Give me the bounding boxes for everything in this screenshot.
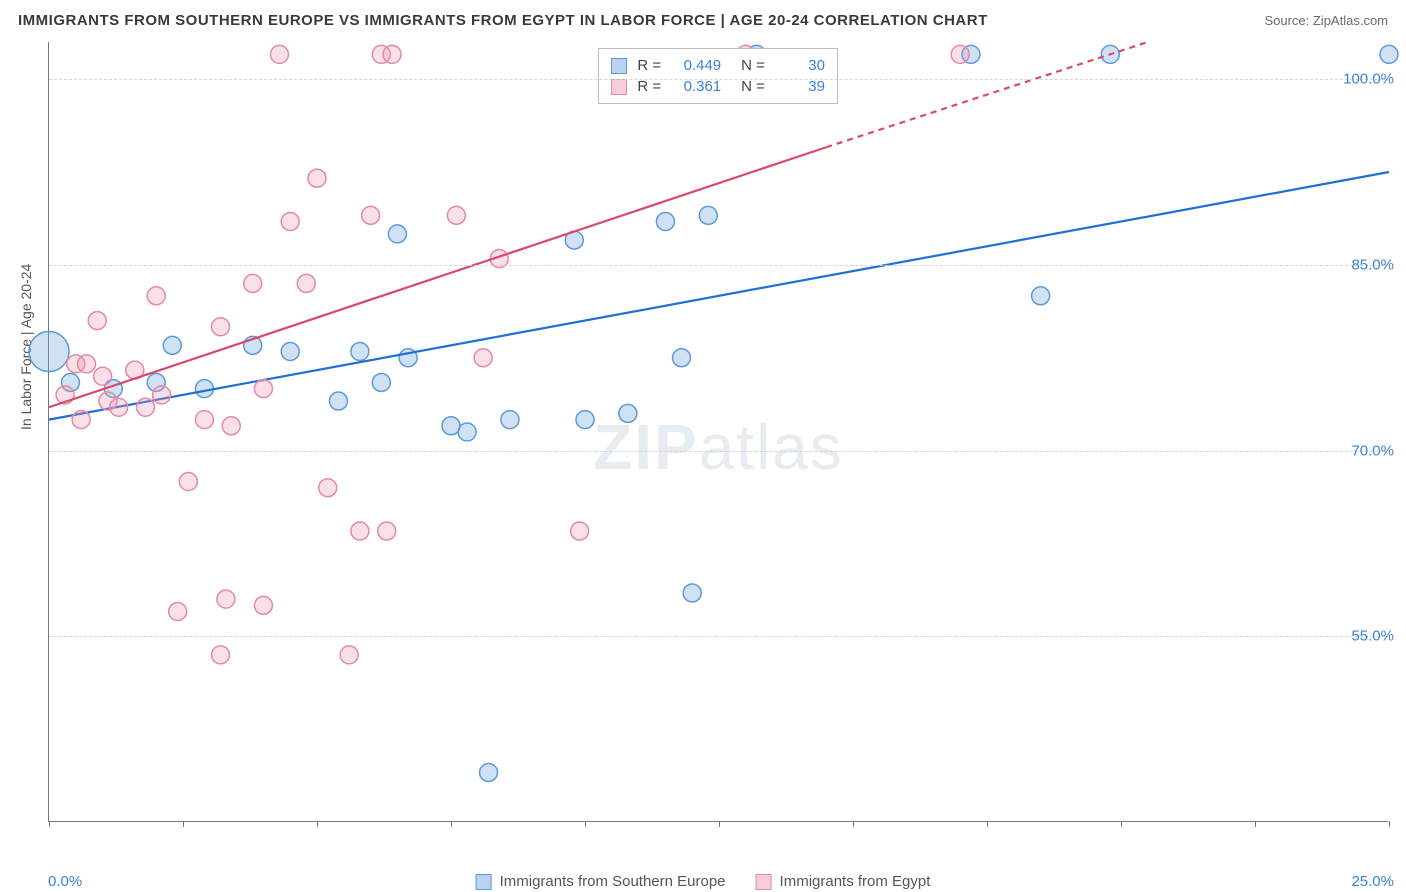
- series-legend: Immigrants from Southern Europe Immigrant…: [476, 873, 931, 890]
- data-point: [351, 522, 369, 540]
- data-point: [254, 380, 272, 398]
- data-point: [29, 332, 69, 372]
- data-point: [442, 417, 460, 435]
- data-point: [281, 343, 299, 361]
- data-point: [480, 763, 498, 781]
- gridline-h: [49, 79, 1388, 80]
- legend-item: Immigrants from Southern Europe: [476, 873, 726, 890]
- data-point: [319, 479, 337, 497]
- legend-n-label: N =: [741, 78, 765, 95]
- data-point: [329, 392, 347, 410]
- data-point: [163, 336, 181, 354]
- data-point: [244, 274, 262, 292]
- data-point: [672, 349, 690, 367]
- data-point: [378, 522, 396, 540]
- data-point: [78, 355, 96, 373]
- data-point: [222, 417, 240, 435]
- gridline-h: [49, 636, 1388, 637]
- data-point: [458, 423, 476, 441]
- gridline-h: [49, 451, 1388, 452]
- x-tick: [451, 821, 452, 827]
- data-point: [362, 206, 380, 224]
- legend-r-label: R =: [637, 57, 661, 74]
- legend-n-value: 39: [775, 78, 825, 95]
- data-point: [501, 411, 519, 429]
- data-point: [270, 45, 288, 63]
- data-point: [571, 522, 589, 540]
- trend-line-extrapolated: [826, 42, 1148, 147]
- legend-label: Immigrants from Southern Europe: [500, 873, 726, 890]
- x-tick: [1121, 821, 1122, 827]
- trend-line: [49, 172, 1389, 420]
- data-point: [656, 213, 674, 231]
- data-point: [153, 386, 171, 404]
- source-label: Source: ZipAtlas.com: [1264, 13, 1388, 28]
- trend-line: [49, 147, 826, 407]
- x-tick: [49, 821, 50, 827]
- data-point: [169, 603, 187, 621]
- data-point: [1032, 287, 1050, 305]
- data-point: [217, 590, 235, 608]
- legend-swatch: [611, 58, 627, 74]
- y-tick-label: 100.0%: [1343, 71, 1394, 88]
- data-point: [474, 349, 492, 367]
- data-point: [383, 45, 401, 63]
- data-point: [88, 312, 106, 330]
- x-tick: [1255, 821, 1256, 827]
- correlation-legend: R = 0.449 N = 30 R = 0.361 N = 39: [598, 48, 838, 104]
- data-point: [372, 373, 390, 391]
- x-tick: [317, 821, 318, 827]
- data-point: [447, 206, 465, 224]
- legend-item: Immigrants from Egypt: [756, 873, 931, 890]
- x-tick: [585, 821, 586, 827]
- data-point: [308, 169, 326, 187]
- data-point: [619, 404, 637, 422]
- data-point: [576, 411, 594, 429]
- y-tick-label: 70.0%: [1351, 442, 1394, 459]
- data-point: [195, 411, 213, 429]
- gridline-h: [49, 265, 1388, 266]
- data-point: [179, 473, 197, 491]
- legend-r-label: R =: [637, 78, 661, 95]
- data-point: [254, 596, 272, 614]
- y-tick-label: 85.0%: [1351, 256, 1394, 273]
- data-point: [110, 398, 128, 416]
- x-tick-max: 25.0%: [1351, 873, 1394, 890]
- chart-plot-area: ZIPatlas R = 0.449 N = 30 R = 0.361 N = …: [48, 42, 1388, 822]
- scatter-svg: [49, 42, 1388, 821]
- data-point: [297, 274, 315, 292]
- data-point: [351, 343, 369, 361]
- data-point: [388, 225, 406, 243]
- x-tick: [719, 821, 720, 827]
- legend-row: R = 0.449 N = 30: [611, 55, 825, 76]
- x-tick: [183, 821, 184, 827]
- x-tick: [987, 821, 988, 827]
- legend-label: Immigrants from Egypt: [780, 873, 931, 890]
- data-point: [136, 398, 154, 416]
- chart-title: IMMIGRANTS FROM SOUTHERN EUROPE VS IMMIG…: [18, 12, 988, 29]
- data-point: [147, 287, 165, 305]
- legend-r-value: 0.449: [671, 57, 721, 74]
- data-point: [1380, 45, 1398, 63]
- data-point: [72, 411, 90, 429]
- legend-n-label: N =: [741, 57, 765, 74]
- legend-r-value: 0.361: [671, 78, 721, 95]
- x-tick: [853, 821, 854, 827]
- data-point: [699, 206, 717, 224]
- data-point: [212, 318, 230, 336]
- data-point: [951, 45, 969, 63]
- legend-swatch: [756, 874, 772, 890]
- data-point: [340, 646, 358, 664]
- data-point: [683, 584, 701, 602]
- y-tick-label: 55.0%: [1351, 628, 1394, 645]
- legend-swatch: [476, 874, 492, 890]
- data-point: [281, 213, 299, 231]
- x-tick-min: 0.0%: [48, 873, 82, 890]
- legend-n-value: 30: [775, 57, 825, 74]
- x-tick: [1389, 821, 1390, 827]
- data-point: [212, 646, 230, 664]
- data-point: [94, 367, 112, 385]
- legend-swatch: [611, 79, 627, 95]
